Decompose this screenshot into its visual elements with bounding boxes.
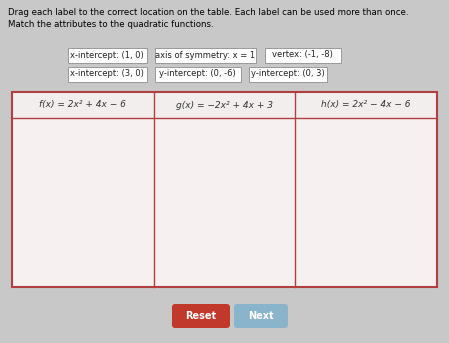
- FancyBboxPatch shape: [154, 67, 241, 82]
- FancyBboxPatch shape: [67, 47, 146, 62]
- Text: y-intercept: (0, 3): y-intercept: (0, 3): [251, 70, 324, 79]
- FancyBboxPatch shape: [67, 67, 146, 82]
- Text: x-intercept: (1, 0): x-intercept: (1, 0): [70, 50, 144, 59]
- FancyBboxPatch shape: [234, 304, 288, 328]
- Text: Match the attributes to the quadratic functions.: Match the attributes to the quadratic fu…: [8, 20, 214, 29]
- Text: axis of symmetry: x = 1: axis of symmetry: x = 1: [155, 50, 255, 59]
- Bar: [12, 118, 437, 287]
- FancyBboxPatch shape: [264, 47, 340, 62]
- Text: vertex: (-1, -8): vertex: (-1, -8): [272, 50, 333, 59]
- FancyBboxPatch shape: [172, 304, 230, 328]
- Text: x-intercept: (3, 0): x-intercept: (3, 0): [70, 70, 144, 79]
- Bar: [12, 92, 437, 287]
- FancyBboxPatch shape: [248, 67, 326, 82]
- Text: y-intercept: (0, -6): y-intercept: (0, -6): [159, 70, 236, 79]
- Text: g(x) = −2x² + 4x + 3: g(x) = −2x² + 4x + 3: [176, 100, 273, 109]
- Text: Reset: Reset: [185, 311, 216, 321]
- Bar: [154, 92, 295, 118]
- Text: f(x) = 2x² + 4x − 6: f(x) = 2x² + 4x − 6: [40, 100, 126, 109]
- Bar: [295, 92, 437, 118]
- Text: Next: Next: [248, 311, 274, 321]
- FancyBboxPatch shape: [154, 47, 255, 62]
- Bar: [12, 92, 154, 118]
- Text: h(x) = 2x² − 4x − 6: h(x) = 2x² − 4x − 6: [321, 100, 411, 109]
- Text: Drag each label to the correct location on the table. Each label can be used mor: Drag each label to the correct location …: [8, 8, 409, 17]
